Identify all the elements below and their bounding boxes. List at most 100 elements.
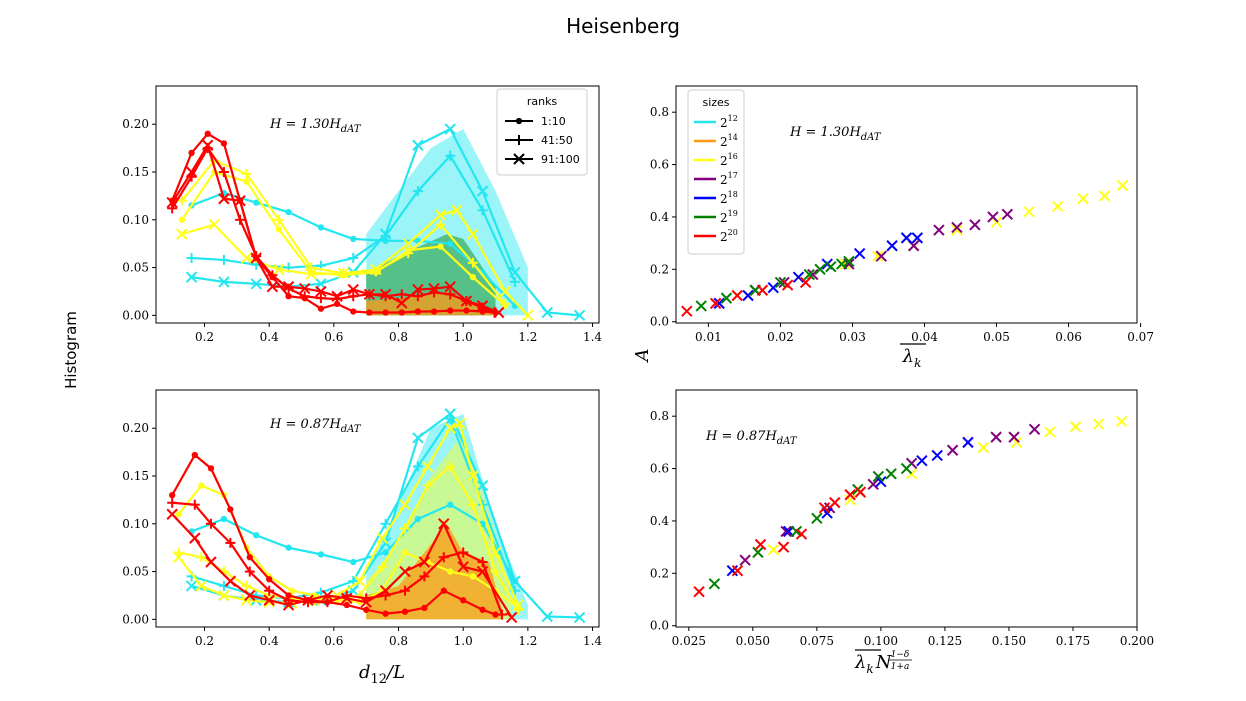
y-tick-label: 0.0 <box>650 315 669 329</box>
data-point <box>509 266 521 279</box>
series-2-18 <box>713 232 924 310</box>
data-point <box>1116 179 1129 192</box>
x-tick-label: 0.06 <box>1055 330 1082 344</box>
data-point <box>208 218 220 231</box>
data-point <box>1115 415 1128 428</box>
data-point <box>460 597 467 604</box>
data-point <box>886 240 898 252</box>
y-tick-label: 0.8 <box>650 105 669 119</box>
data-point <box>379 228 392 240</box>
data-point <box>412 291 423 302</box>
series-2-16 <box>767 415 1128 556</box>
data-point <box>299 282 311 295</box>
data-point <box>780 525 792 538</box>
data-point <box>916 455 928 467</box>
fill-area-orange <box>366 523 502 620</box>
x-tick-label: 0.07 <box>1127 330 1154 344</box>
data-point <box>379 584 392 597</box>
data-point <box>428 282 440 295</box>
data-point <box>350 308 357 315</box>
data-point <box>1052 200 1064 213</box>
data-point <box>412 432 424 444</box>
y-tick-label: 0.4 <box>650 210 669 224</box>
x-tick-label: 0.075 <box>800 634 834 648</box>
data-point <box>1092 418 1105 430</box>
data-point <box>299 291 310 302</box>
data-point <box>376 532 389 544</box>
data-point <box>469 573 477 580</box>
x-tick-label: 0.2 <box>195 330 214 344</box>
data-point <box>178 216 186 223</box>
data-point <box>444 123 456 135</box>
data-point <box>513 604 524 615</box>
x-tick-label: 1.2 <box>518 330 537 344</box>
data-point <box>818 502 831 514</box>
data-point <box>348 291 359 302</box>
x-tick-label: 0.6 <box>324 634 343 648</box>
x-tick-label: 0.8 <box>389 330 408 344</box>
data-point <box>282 280 295 293</box>
data-point <box>382 549 389 556</box>
data-point <box>315 293 326 304</box>
data-point <box>447 568 454 575</box>
data-point <box>522 309 534 322</box>
data-point <box>977 441 990 454</box>
data-point <box>207 465 215 472</box>
data-point <box>363 288 376 301</box>
data-point <box>250 252 262 264</box>
data-point <box>363 606 370 613</box>
data-point <box>285 544 292 551</box>
figure-title: Heisenberg <box>566 14 680 38</box>
data-point <box>399 498 411 511</box>
data-point <box>185 271 198 283</box>
y-tick-label: 0.2 <box>650 566 669 580</box>
data-point <box>951 221 963 234</box>
data-point <box>414 515 422 523</box>
shared-y-axis-label: Histogram <box>62 311 80 389</box>
data-point <box>250 278 262 290</box>
data-point <box>990 216 1003 228</box>
data-point <box>218 167 229 178</box>
data-point <box>434 209 447 221</box>
data-point <box>463 307 470 314</box>
data-point <box>186 253 197 264</box>
data-point <box>1044 426 1056 438</box>
chart-top-left: 0.2 0.4 0.6 0.8 1.0 1.2 1.4 0.00 0.05 0.10 0.15 0.2… <box>122 85 602 344</box>
y-tick-label: 0.0 <box>650 619 669 633</box>
data-point <box>218 589 230 602</box>
data-point <box>172 551 185 563</box>
data-point <box>403 248 414 259</box>
data-point <box>799 276 812 289</box>
data-point <box>490 566 501 577</box>
data-point <box>224 575 237 587</box>
data-point <box>167 203 178 214</box>
data-point <box>198 482 205 489</box>
y-tick-label: 0.15 <box>122 165 149 179</box>
series-red-41-50 <box>167 143 501 318</box>
legend-marker <box>513 153 525 165</box>
data-point <box>843 255 855 268</box>
data-point <box>440 587 447 594</box>
data-point <box>1001 208 1014 221</box>
data-point <box>541 306 553 319</box>
data-point <box>412 461 423 472</box>
data-point <box>500 298 511 309</box>
data-point <box>962 436 974 449</box>
data-point <box>825 260 837 273</box>
data-point <box>458 547 469 558</box>
x-tick-label: 0.01 <box>695 330 722 344</box>
data-point <box>467 228 479 240</box>
data-point <box>240 252 253 264</box>
data-point <box>283 595 294 606</box>
data-point <box>774 276 787 289</box>
data-point <box>205 556 217 568</box>
data-point <box>767 544 780 556</box>
data-point <box>814 263 826 276</box>
data-point <box>235 214 246 225</box>
axes-frame <box>675 389 1138 628</box>
data-point <box>447 240 454 247</box>
data-point <box>987 211 999 223</box>
x-tick-label: 0.2 <box>195 634 214 648</box>
data-point <box>176 195 187 206</box>
data-point <box>467 499 478 510</box>
